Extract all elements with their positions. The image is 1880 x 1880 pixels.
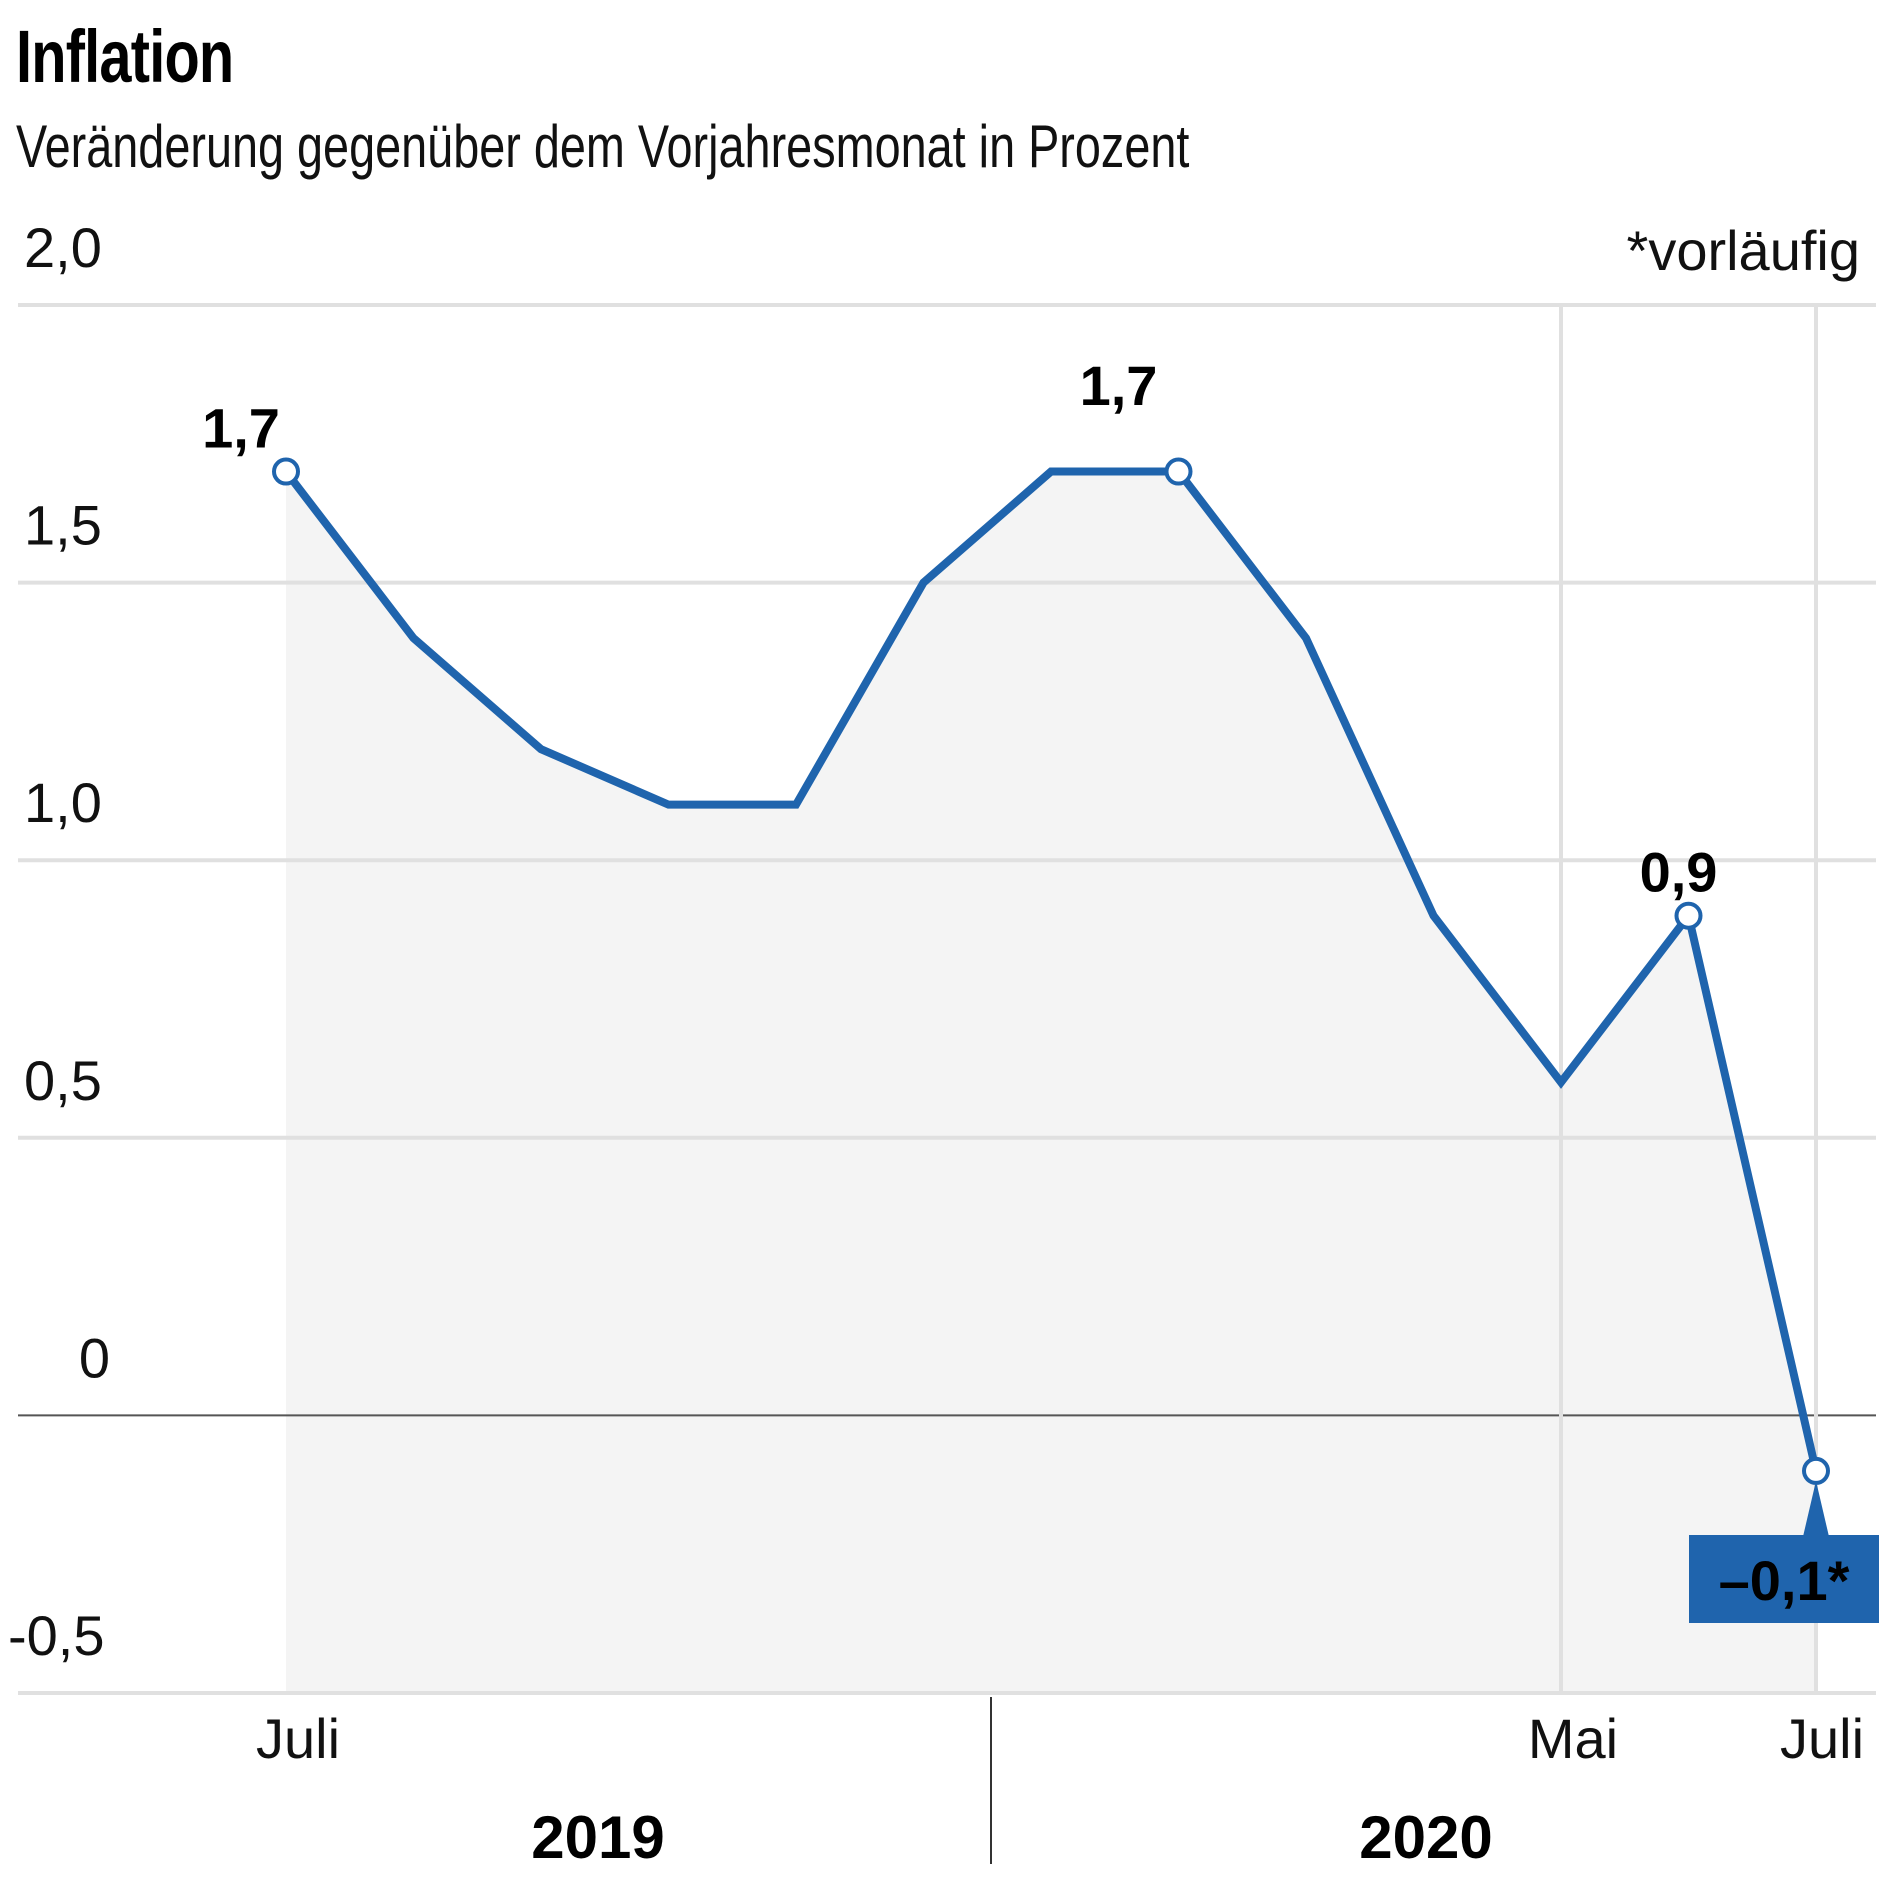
data-line — [282, 467, 1820, 1472]
data-label: 0,9 — [1640, 841, 1718, 904]
y-tick-label: 1,0 — [24, 771, 102, 834]
highlight-marker — [1802, 1456, 1830, 1485]
label-pointer — [1802, 1480, 1830, 1541]
highlight-marker — [1164, 457, 1193, 486]
y-tick-label: 2,0 — [24, 216, 102, 279]
y-tick-label: 0,5 — [24, 1049, 102, 1112]
x-tick-label: Juli — [1780, 1707, 1864, 1770]
y-tick-label: -0,5 — [8, 1604, 105, 1667]
area-fill — [286, 471, 1816, 1693]
footnote: *vorläufig — [1627, 219, 1860, 282]
plot-area: 2,0 1,5 1,0 0,5 0 -0,5 Juli Mai Juli 2019 2020 1,7 1… — [8, 216, 1879, 1871]
highlight-marker — [1674, 901, 1703, 930]
year-label: 2020 — [1359, 1804, 1492, 1871]
chart-title: Inflation — [16, 15, 234, 98]
label-box — [1689, 1535, 1879, 1623]
x-tick-label: Mai — [1528, 1707, 1618, 1770]
y-tick-label: 1,5 — [24, 494, 102, 557]
chart-subtitle: Veränderung gegenüber dem Vorjahresmonat… — [16, 113, 1190, 180]
data-label: –0,1* — [1719, 1549, 1850, 1612]
year-label: 2019 — [531, 1804, 664, 1871]
highlight-marker — [272, 457, 300, 486]
data-label: 1,7 — [1080, 354, 1158, 417]
y-tick-label: 0 — [79, 1326, 110, 1389]
data-label: 1,7 — [202, 397, 280, 460]
x-tick-label: Juli — [256, 1707, 340, 1770]
